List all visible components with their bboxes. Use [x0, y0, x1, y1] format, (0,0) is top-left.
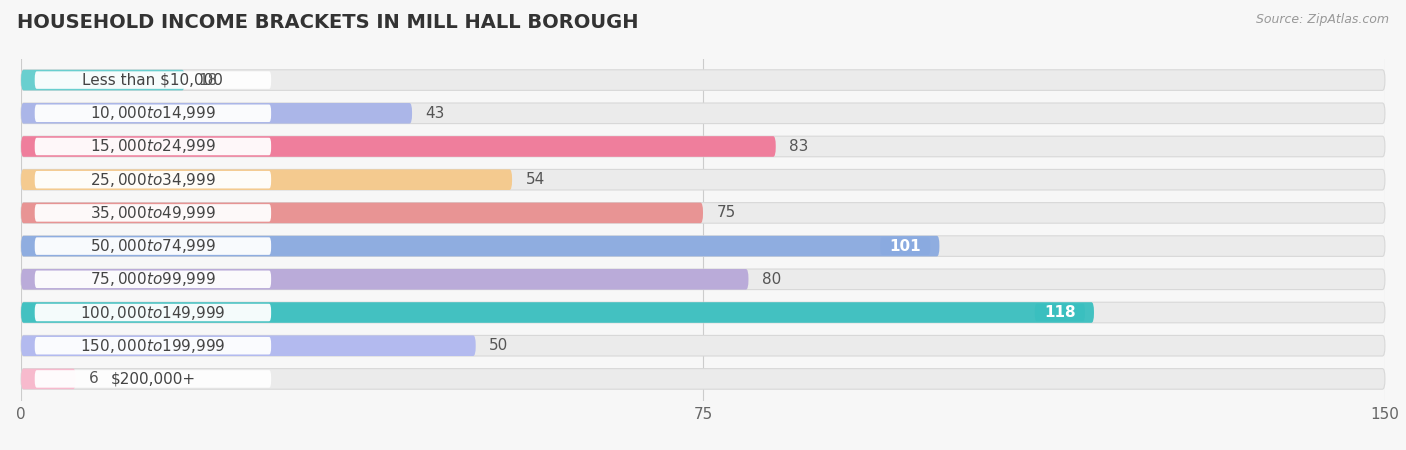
Text: $200,000+: $200,000+ [110, 371, 195, 387]
FancyBboxPatch shape [21, 236, 939, 256]
FancyBboxPatch shape [21, 70, 184, 90]
Text: 6: 6 [90, 371, 98, 387]
Text: $35,000 to $49,999: $35,000 to $49,999 [90, 204, 217, 222]
FancyBboxPatch shape [35, 104, 271, 122]
FancyBboxPatch shape [21, 236, 1385, 256]
FancyBboxPatch shape [21, 169, 512, 190]
FancyBboxPatch shape [35, 337, 271, 355]
FancyBboxPatch shape [35, 72, 271, 89]
FancyBboxPatch shape [21, 302, 1385, 323]
FancyBboxPatch shape [1035, 304, 1085, 321]
Text: $15,000 to $24,999: $15,000 to $24,999 [90, 138, 217, 156]
Text: HOUSEHOLD INCOME BRACKETS IN MILL HALL BOROUGH: HOUSEHOLD INCOME BRACKETS IN MILL HALL B… [17, 14, 638, 32]
FancyBboxPatch shape [21, 136, 1385, 157]
Text: 18: 18 [198, 72, 218, 88]
Text: 80: 80 [762, 272, 782, 287]
Text: $150,000 to $199,999: $150,000 to $199,999 [80, 337, 225, 355]
FancyBboxPatch shape [21, 169, 1385, 190]
FancyBboxPatch shape [21, 269, 1385, 290]
FancyBboxPatch shape [35, 204, 271, 222]
FancyBboxPatch shape [880, 237, 931, 255]
Text: $10,000 to $14,999: $10,000 to $14,999 [90, 104, 217, 122]
FancyBboxPatch shape [35, 171, 271, 189]
FancyBboxPatch shape [35, 370, 271, 387]
Text: 83: 83 [789, 139, 808, 154]
FancyBboxPatch shape [21, 369, 1385, 389]
FancyBboxPatch shape [21, 136, 776, 157]
FancyBboxPatch shape [21, 369, 76, 389]
FancyBboxPatch shape [35, 270, 271, 288]
Text: 54: 54 [526, 172, 546, 187]
FancyBboxPatch shape [21, 202, 1385, 223]
Text: 118: 118 [1045, 305, 1076, 320]
Text: $25,000 to $34,999: $25,000 to $34,999 [90, 171, 217, 189]
Text: 50: 50 [489, 338, 509, 353]
FancyBboxPatch shape [21, 335, 475, 356]
Text: $50,000 to $74,999: $50,000 to $74,999 [90, 237, 217, 255]
Text: 75: 75 [717, 205, 735, 220]
FancyBboxPatch shape [35, 237, 271, 255]
FancyBboxPatch shape [21, 103, 1385, 124]
FancyBboxPatch shape [21, 302, 1094, 323]
FancyBboxPatch shape [21, 269, 748, 290]
FancyBboxPatch shape [21, 335, 1385, 356]
Text: Less than $10,000: Less than $10,000 [83, 72, 224, 88]
FancyBboxPatch shape [21, 202, 703, 223]
FancyBboxPatch shape [35, 304, 271, 321]
Text: $75,000 to $99,999: $75,000 to $99,999 [90, 270, 217, 288]
FancyBboxPatch shape [21, 70, 1385, 90]
Text: 43: 43 [426, 106, 446, 121]
Text: Source: ZipAtlas.com: Source: ZipAtlas.com [1256, 14, 1389, 27]
Text: $100,000 to $149,999: $100,000 to $149,999 [80, 303, 225, 321]
FancyBboxPatch shape [35, 138, 271, 155]
FancyBboxPatch shape [21, 103, 412, 124]
Text: 101: 101 [890, 238, 921, 254]
